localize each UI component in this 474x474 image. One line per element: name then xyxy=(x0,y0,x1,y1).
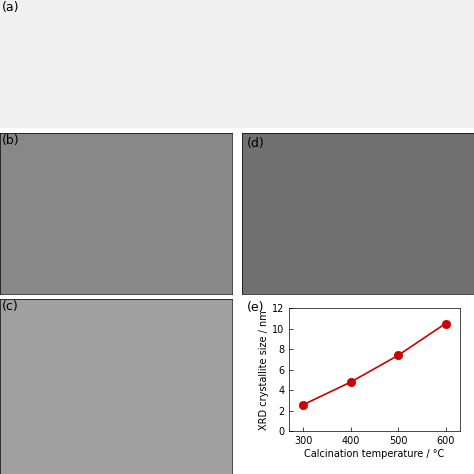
Text: (c): (c) xyxy=(2,301,19,313)
Text: (a): (a) xyxy=(2,1,20,14)
Text: (e): (e) xyxy=(246,301,264,314)
X-axis label: Calcination temperature / °C: Calcination temperature / °C xyxy=(304,449,445,459)
Text: (b): (b) xyxy=(2,134,20,147)
Y-axis label: XRD crystallite size / nm: XRD crystallite size / nm xyxy=(259,310,269,429)
Text: (d): (d) xyxy=(246,137,264,150)
